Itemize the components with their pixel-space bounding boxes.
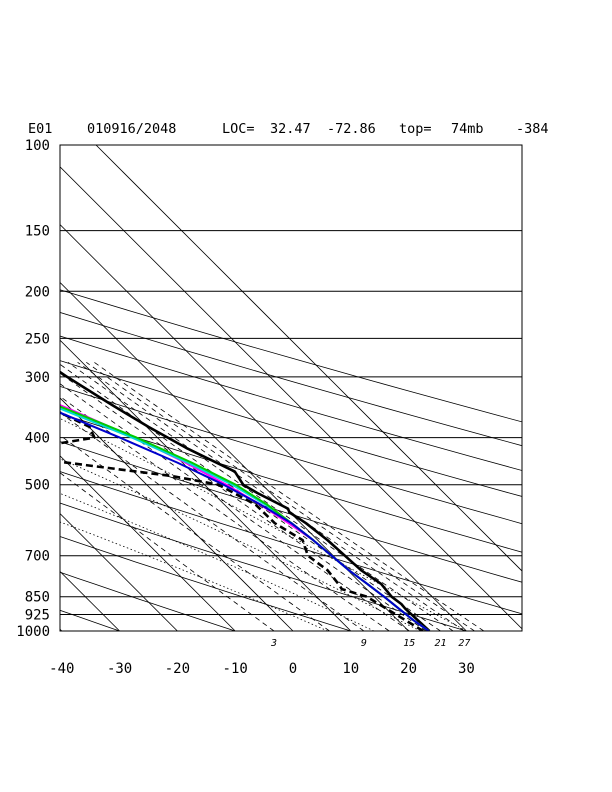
dry-adiabat — [60, 412, 522, 553]
temperature-axis: -40 -30 -20 -10 0 10 20 30 — [49, 661, 475, 677]
isotherm-line — [60, 455, 236, 631]
dry-adiabat — [60, 289, 522, 423]
mixing-ratio-line — [60, 434, 330, 631]
mixing-ratio-line — [60, 383, 410, 631]
pressure-tick-label: 100 — [25, 138, 50, 154]
mixing-ratio-line — [60, 372, 427, 631]
header-lat: 32.47 — [270, 121, 311, 137]
dry-adiabat — [60, 385, 522, 525]
moist-adiabat — [60, 521, 328, 631]
temperature-tick-label: -10 — [223, 661, 248, 677]
dry-adiabat — [60, 312, 522, 447]
dry-adiabat — [60, 571, 236, 631]
pressure-tick-label: 200 — [25, 284, 50, 300]
mixing-ratio-label: 15 — [403, 638, 415, 649]
dry-adiabat — [60, 471, 522, 615]
dry-adiabat — [60, 441, 522, 583]
header-top-value: 74mb — [451, 121, 484, 137]
isotherm-line — [60, 397, 294, 631]
pressure-tick-label: 850 — [25, 590, 50, 606]
series-line-6 — [60, 411, 430, 631]
mixing-ratio-line — [67, 361, 454, 631]
isotherm-line — [0, 145, 4, 631]
isotherm-line — [95, 145, 522, 572]
pressure-tick-label: 1000 — [16, 624, 50, 640]
isotherm-line — [60, 339, 352, 631]
temperature-tick-label: -20 — [165, 661, 190, 677]
mixing-ratio-line — [60, 472, 275, 631]
header-datetime: 010916/2048 — [87, 121, 176, 137]
plot-frame — [59, 144, 523, 632]
header-loc-label: LOC= — [222, 121, 255, 137]
pressure-tick-label: 250 — [25, 331, 50, 347]
temperature-tick-label: 0 — [289, 661, 297, 677]
temperature-tick-label: 10 — [342, 661, 359, 677]
header-extra: -384 — [516, 121, 549, 137]
isotherm-line — [60, 513, 178, 631]
mixing-ratio-line — [86, 361, 475, 631]
background-grid — [0, 145, 522, 631]
header: E01 010916/2048 LOC= 32.47 -72.86 top= 7… — [28, 121, 549, 137]
isotherm-line — [60, 224, 467, 631]
pressure-tick-label: 300 — [25, 370, 50, 386]
temperature-tick-label: -40 — [49, 661, 74, 677]
dry-adiabat — [60, 536, 351, 631]
header-top-label: top= — [399, 121, 432, 137]
pressure-tick-label: 925 — [25, 608, 50, 624]
isotherm-line — [60, 166, 522, 630]
mixing-ratio-line — [93, 361, 485, 631]
series-group — [60, 370, 431, 631]
dry-adiabat — [60, 360, 522, 497]
temperature-tick-label: 20 — [400, 661, 417, 677]
mixing-ratio-label: 27 — [458, 638, 470, 649]
pressure-tick-label: 700 — [25, 549, 50, 565]
mixing-ratio-label: 21 — [434, 638, 446, 649]
series-line-2 — [60, 411, 424, 631]
mixing-ratio-line — [77, 361, 465, 631]
pressure-tick-label: 400 — [25, 431, 50, 447]
mixing-ratio-label: 9 — [361, 638, 367, 649]
mixing-ratio-label: 3 — [270, 638, 277, 649]
mixing-ratio-labels: 3 9 15 21 27 — [270, 638, 470, 649]
pressure-tick-label: 500 — [25, 478, 50, 494]
moist-adiabat — [60, 418, 467, 631]
dry-adiabat — [60, 502, 467, 631]
mixing-ratio-line — [60, 395, 390, 631]
header-lon: -72.86 — [327, 121, 376, 137]
dry-adiabat — [60, 335, 522, 471]
pressure-tick-label: 150 — [25, 224, 50, 240]
temperature-tick-label: 30 — [458, 661, 475, 677]
header-station: E01 — [28, 121, 52, 137]
mixing-ratio-line — [60, 412, 365, 631]
series-line-1 — [60, 370, 431, 631]
temperature-tick-label: -30 — [107, 661, 132, 677]
isotherm-line — [60, 281, 409, 631]
